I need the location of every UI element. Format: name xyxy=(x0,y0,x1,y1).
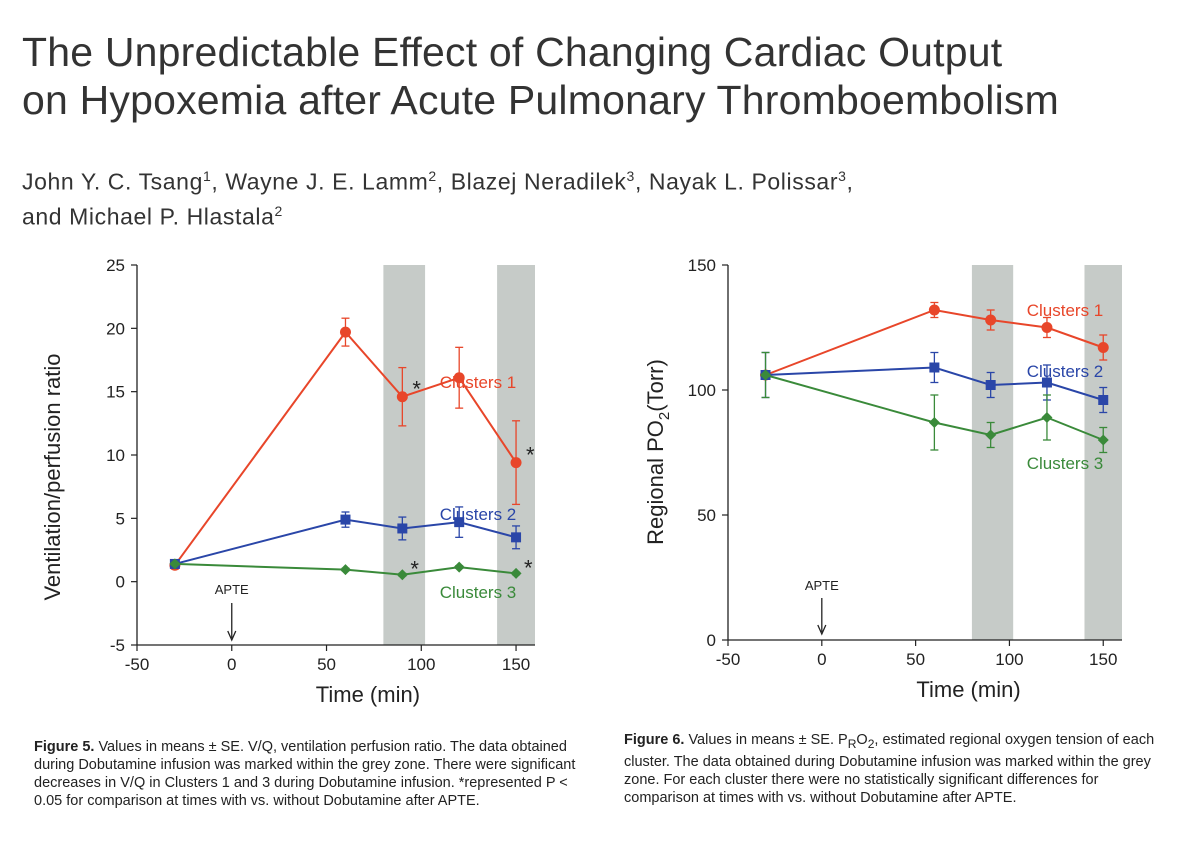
y-tick-label: 150 xyxy=(688,256,716,275)
x-tick-label: 50 xyxy=(317,655,336,674)
author-list: John Y. C. Tsang1, Wayne J. E. Lamm2, Bl… xyxy=(22,162,853,231)
y-tick-label: 10 xyxy=(106,446,125,465)
y-tick-label: 15 xyxy=(106,383,125,402)
data-point-square xyxy=(985,380,996,390)
data-point-square xyxy=(1041,377,1052,388)
data-point-circle xyxy=(928,304,940,316)
y-tick-label: -5 xyxy=(110,636,125,655)
title-line-2: on Hypoxemia after Acute Pulmonary Throm… xyxy=(22,77,1059,123)
significance-asterisk: * xyxy=(526,443,535,468)
y-tick-label: 50 xyxy=(697,506,716,525)
data-point-diamond xyxy=(453,561,465,573)
y-axis-title: Ventilation/perfusion ratio xyxy=(40,353,65,600)
figure-6-caption: Figure 6. Values in means ± SE. PRO2, es… xyxy=(624,731,1169,807)
series-label-clusters2: Clusters 2 xyxy=(1027,362,1104,381)
data-point-diamond xyxy=(928,417,940,428)
x-axis-title: Time (min) xyxy=(316,682,420,707)
data-point-circle xyxy=(339,326,351,338)
figure-6-label: Figure 6. xyxy=(624,732,685,748)
data-point-diamond xyxy=(339,564,351,576)
x-tick-label: 50 xyxy=(906,650,925,669)
figure-5-label: Figure 5. xyxy=(34,739,95,755)
data-point-circle xyxy=(1041,322,1053,333)
series-label-clusters1: Clusters 1 xyxy=(1027,301,1104,320)
data-point-diamond xyxy=(169,558,181,570)
series-label-clusters3: Clusters 3 xyxy=(1027,454,1104,473)
y-tick-label: 0 xyxy=(707,631,716,650)
x-tick-label: 0 xyxy=(817,650,826,669)
authors-line-1: John Y. C. Tsang1, Wayne J. E. Lamm2, Bl… xyxy=(22,168,854,195)
poster-title: The Unpredictable Effect of Changing Car… xyxy=(22,28,1059,124)
x-tick-label: 100 xyxy=(995,650,1023,669)
figure-5-caption: Figure 5. Values in means ± SE. V/Q, ven… xyxy=(34,738,579,810)
x-tick-label: 150 xyxy=(502,655,530,674)
significance-asterisk: * xyxy=(410,557,419,582)
dobutamine-zone-1 xyxy=(383,265,426,645)
data-point-diamond xyxy=(510,567,522,579)
data-point-circle xyxy=(1097,342,1109,353)
series-label-clusters2: Clusters 2 xyxy=(440,505,517,524)
data-point-square xyxy=(1098,395,1109,405)
y-axis-title: Regional PO2(Torr) xyxy=(643,359,673,545)
x-tick-label: -50 xyxy=(716,650,741,669)
data-point-diamond xyxy=(985,429,997,441)
x-tick-label: 150 xyxy=(1089,650,1117,669)
x-tick-label: 0 xyxy=(227,655,236,674)
data-point-circle xyxy=(396,391,408,403)
data-point-diamond xyxy=(1041,412,1053,423)
data-point-square xyxy=(397,523,408,534)
dobutamine-zone-1 xyxy=(971,265,1014,640)
apte-arrow-head xyxy=(817,624,827,636)
authors-line-2: and Michael P. Hlastala2 xyxy=(22,202,283,230)
data-point-square xyxy=(929,362,940,373)
figure-6-caption-text: Values in means ± SE. PRO2, estimated re… xyxy=(624,732,1155,806)
figure-5-caption-text: Values in means ± SE. V/Q, ventilation p… xyxy=(34,739,576,809)
data-point-square xyxy=(454,517,465,528)
significance-asterisk: * xyxy=(412,377,421,402)
data-point-square xyxy=(511,532,522,543)
y-tick-label: 100 xyxy=(688,381,716,400)
series-label-clusters1: Clusters 1 xyxy=(440,373,517,392)
y-tick-label: 5 xyxy=(116,509,125,528)
y-tick-label: 0 xyxy=(116,573,125,592)
y-tick-label: 20 xyxy=(106,319,125,338)
x-axis-title: Time (min) xyxy=(916,677,1020,702)
apte-label: APTE xyxy=(805,578,839,593)
series-label-clusters3: Clusters 3 xyxy=(440,583,517,602)
data-point-circle xyxy=(453,372,465,384)
data-point-circle xyxy=(510,457,522,469)
data-point-diamond xyxy=(760,369,772,381)
significance-asterisk: * xyxy=(524,555,533,580)
y-tick-label: 25 xyxy=(106,256,125,275)
apte-label: APTE xyxy=(215,582,249,597)
data-point-diamond xyxy=(396,569,408,581)
data-point-square xyxy=(340,514,351,525)
data-point-diamond xyxy=(1097,434,1109,446)
x-tick-label: 100 xyxy=(407,655,435,674)
title-line-1: The Unpredictable Effect of Changing Car… xyxy=(22,29,1003,75)
data-point-circle xyxy=(985,314,997,326)
apte-arrow-head xyxy=(227,630,237,642)
x-tick-label: -50 xyxy=(125,655,150,674)
